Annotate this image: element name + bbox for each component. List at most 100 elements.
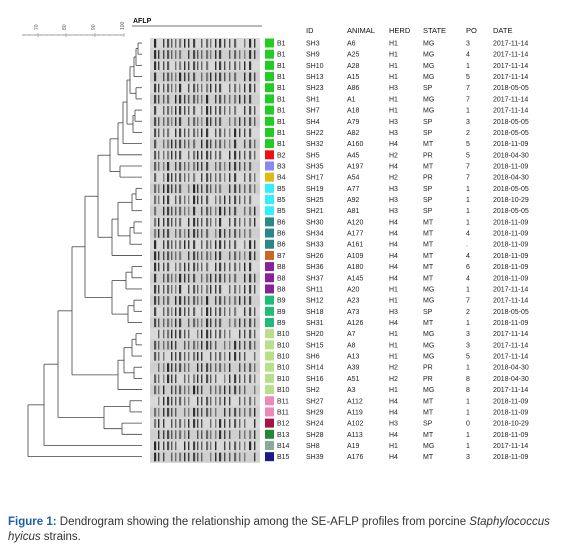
gel-band <box>171 72 173 82</box>
gel-band <box>201 352 203 361</box>
gel-band <box>193 273 196 283</box>
gel-band <box>154 117 157 126</box>
figure-caption: Figure 1: Dendrogram showing the relatio… <box>8 515 553 545</box>
gel-band <box>154 452 157 462</box>
herd: H2 <box>389 175 398 182</box>
gel-band <box>239 352 241 361</box>
gel-band <box>224 273 226 283</box>
gel-band <box>197 217 199 227</box>
gel-band <box>158 296 160 305</box>
herd: H1 <box>389 74 398 81</box>
gel-band <box>244 61 246 71</box>
gel-band <box>249 94 252 104</box>
gel-band <box>219 452 222 462</box>
date: 2018-04-30 <box>493 365 529 372</box>
gel-band <box>171 307 173 316</box>
gel-band <box>229 150 231 160</box>
strain-id: SH23 <box>306 85 324 92</box>
gel-band <box>254 340 256 350</box>
gel-band <box>163 396 165 406</box>
gel-band <box>188 229 190 238</box>
gel-band <box>193 61 196 71</box>
gel-lane <box>150 116 260 127</box>
profile-swatch <box>265 60 274 70</box>
gel-band <box>197 396 199 406</box>
gel-band <box>179 106 182 115</box>
po-value: 1 <box>466 320 470 327</box>
strain-id: SH10 <box>306 63 324 70</box>
gel-band <box>210 117 212 126</box>
gel-band <box>224 240 226 249</box>
gel-band <box>197 61 199 71</box>
gel-band <box>154 72 157 82</box>
gel-band <box>175 407 177 417</box>
profile-swatch <box>265 116 274 126</box>
gel-band <box>215 173 217 182</box>
gel-band <box>167 94 170 104</box>
date: 2018-05-05 <box>493 208 529 215</box>
gel-band <box>188 206 190 216</box>
gel-band <box>249 106 252 115</box>
gel-band <box>171 240 173 249</box>
gel-band <box>197 385 199 395</box>
profile-label: B3 <box>277 163 286 170</box>
gel-band <box>201 39 203 48</box>
gel-band <box>215 139 217 149</box>
gel-band <box>224 430 226 439</box>
state: MG <box>423 74 434 81</box>
gel-band <box>175 83 177 93</box>
gel-band <box>249 407 252 417</box>
gel-band <box>215 106 217 115</box>
gel-band <box>171 374 173 384</box>
gel-band <box>179 94 182 104</box>
gel-band <box>215 340 217 350</box>
date: 2018-11-09 <box>493 454 528 461</box>
gel-band <box>179 385 182 395</box>
herd: H4 <box>389 320 398 327</box>
gel-band <box>244 396 246 406</box>
scale-tick-label: 90 <box>91 24 97 30</box>
gel-band <box>175 262 177 272</box>
gel-band <box>163 184 165 194</box>
gel-band <box>206 430 209 439</box>
gel-band <box>254 452 256 462</box>
gel-band <box>210 206 212 216</box>
state: SP <box>423 197 433 204</box>
gel-band <box>188 83 190 93</box>
gel-band <box>244 50 246 59</box>
profile-swatch <box>265 284 274 294</box>
gel-band <box>254 72 256 82</box>
gel-band <box>254 206 256 216</box>
gel-band <box>249 229 252 238</box>
gel-band <box>206 117 209 126</box>
gel-band <box>171 217 173 227</box>
date: 2018-11-09 <box>493 231 528 238</box>
animal-id: A39 <box>347 365 360 372</box>
date: 2018-11-09 <box>493 398 528 405</box>
gel-band <box>179 396 182 406</box>
gel-band <box>167 396 170 406</box>
gel-band <box>244 318 246 328</box>
gel-band <box>224 94 226 104</box>
gel-band <box>206 363 209 372</box>
profile-label: B7 <box>277 253 286 260</box>
gel-band <box>197 117 199 126</box>
gel-band <box>229 318 231 328</box>
gel-band <box>244 106 246 115</box>
gel-band <box>249 195 252 205</box>
gel-band <box>239 296 241 305</box>
table-row: B6 SH34 A177 H4 MT 4 2018-11-09 <box>265 228 528 238</box>
gel-band <box>234 61 237 71</box>
gel-band <box>175 39 177 48</box>
gel-band <box>215 385 217 395</box>
gel-band <box>224 396 226 406</box>
gel-band <box>188 39 190 48</box>
gel-band <box>167 318 170 328</box>
profile-label: B9 <box>277 298 286 305</box>
gel-band <box>179 217 182 227</box>
gel-band <box>239 441 241 451</box>
gel-band <box>210 407 212 417</box>
gel-lane <box>150 373 260 384</box>
gel-band <box>219 363 222 372</box>
state: MT <box>423 219 434 226</box>
